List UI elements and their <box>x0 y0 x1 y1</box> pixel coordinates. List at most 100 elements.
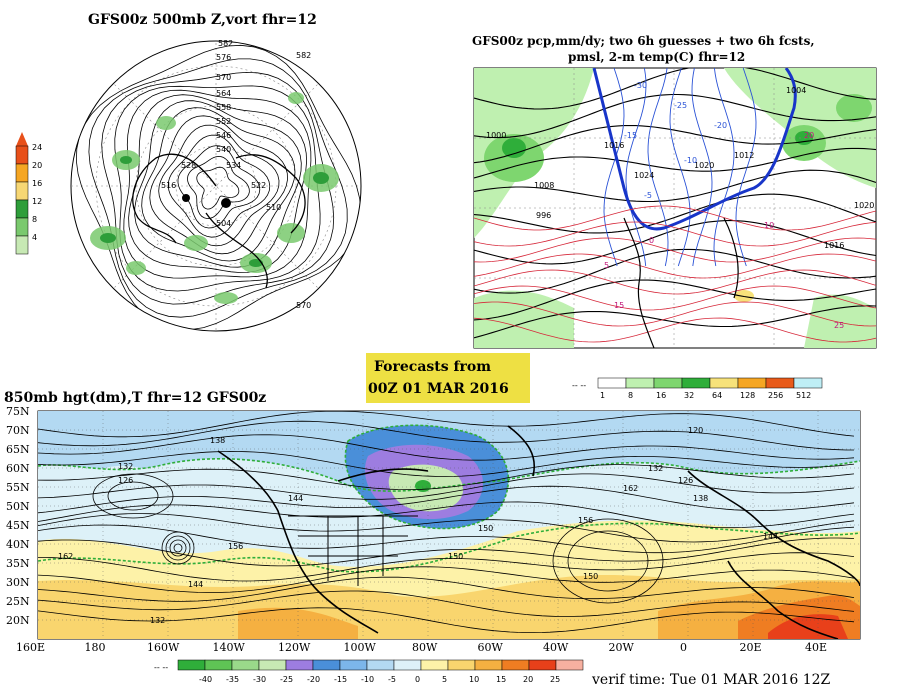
bottom-colorbar-swatch <box>339 659 368 671</box>
bottom-colorbar-swatch <box>393 659 422 671</box>
longitude-label: 20W <box>608 641 634 654</box>
top-right-colorbar-swatch <box>709 377 739 389</box>
temperature-label: -5 <box>644 191 652 200</box>
bottom-colorbar-swatch <box>177 659 206 671</box>
temperature-label: 15 <box>614 301 624 310</box>
contour-label: 516 <box>161 181 176 190</box>
contour-label: 504 <box>216 219 231 228</box>
height-label: 156 <box>228 542 243 551</box>
latitude-label: 35N <box>6 557 30 570</box>
contour-label: 570 <box>296 301 311 310</box>
contour-label: 510 <box>266 203 281 212</box>
contour-label: 522 <box>251 181 266 190</box>
contour-label: 576 <box>216 53 231 62</box>
pressure-label: 1016 <box>604 141 624 150</box>
longitude-label: 140W <box>212 641 245 654</box>
bottom-colorbar-swatch <box>501 659 530 671</box>
bottom-colorbar-tick: -30 <box>253 675 266 684</box>
latitude-label: 25N <box>6 595 30 608</box>
temperature-label: -10 <box>684 156 697 165</box>
height-label: 126 <box>118 476 133 485</box>
svg-text:-- --: -- -- <box>572 381 586 390</box>
pressure-label: 1024 <box>634 171 654 180</box>
top-right-colorbar-tick: 1 <box>600 391 605 400</box>
top-right-title-line2: pmsl, 2-m temp(C) fhr=12 <box>568 50 746 64</box>
height-label: 120 <box>688 426 703 435</box>
top-right-colorbar-swatch <box>597 377 627 389</box>
longitude-label: 80W <box>412 641 438 654</box>
top-right-colorbar-tick: 16 <box>656 391 666 400</box>
pressure-label: 1000 <box>486 131 506 140</box>
latitude-label: 50N <box>6 500 30 513</box>
top-right-colorbar-tick: 64 <box>712 391 722 400</box>
bottom-colorbar-tick: -35 <box>226 675 239 684</box>
top-right-colorbar-tick: 256 <box>768 391 783 400</box>
forecast-box-line2: 00Z 01 MAR 2016 <box>368 381 509 397</box>
polar-500mb-map: 582 576 570 564 558 552 546 540 534 528 522 516 510 5… <box>70 39 362 332</box>
top-left-colorbar-tick: 24 <box>32 143 42 152</box>
height-label: 150 <box>478 524 493 533</box>
contour-label: 564 <box>216 89 231 98</box>
bottom-colorbar-swatch <box>231 659 260 671</box>
top-left-colorbar-tick: 12 <box>32 197 42 206</box>
top-right-colorbar-swatch <box>737 377 767 389</box>
height-label: 150 <box>448 552 463 561</box>
pressure-label: 1020 <box>694 161 714 170</box>
latitude-label: 55N <box>6 481 30 494</box>
svg-text:-- --: -- -- <box>154 663 168 672</box>
top-left-colorbar-swatch <box>15 199 29 219</box>
bottom-colorbar-tick: 10 <box>469 675 479 684</box>
temperature-label: -15 <box>624 131 637 140</box>
latitude-label: 60N <box>6 462 30 475</box>
contour-label: 582 <box>218 39 233 48</box>
top-left-colorbar-swatch <box>15 145 29 165</box>
top-right-colorbar: -- -- 1 8 16 32 64 128 256 512 <box>572 377 823 400</box>
top-left-colorbar-swatch <box>15 181 29 201</box>
pressure-label: 1008 <box>534 181 554 190</box>
top-right-colorbar-tick: 512 <box>796 391 811 400</box>
height-label: 144 <box>288 494 303 503</box>
height-label: 132 <box>118 462 133 471</box>
height-label: 126 <box>678 476 693 485</box>
temperature-label: -25 <box>674 101 687 110</box>
temperature-label: 25 <box>834 321 844 330</box>
bottom-colorbar-swatch <box>312 659 341 671</box>
top-left-colorbar-tick: 8 <box>32 215 37 224</box>
top-left-colorbar-swatch <box>15 235 29 255</box>
latitude-label: 75N <box>6 405 30 418</box>
longitude-label: 40E <box>805 641 828 654</box>
top-left-title: GFS00z 500mb Z,vort fhr=12 <box>88 12 317 28</box>
top-left-colorbar-tick: 4 <box>32 233 37 242</box>
height-label: 156 <box>578 516 593 525</box>
bottom-colorbar-tick: 25 <box>550 675 560 684</box>
contour-label: 582 <box>296 51 311 60</box>
latitude-label: 70N <box>6 424 30 437</box>
top-right-colorbar-tick: 8 <box>628 391 633 400</box>
bottom-title: 850mb hgt(dm),T fhr=12 GFS00z <box>4 390 267 406</box>
height-label: 132 <box>150 616 165 625</box>
bottom-colorbar-swatch <box>528 659 557 671</box>
bottom-colorbar-swatch <box>555 659 584 671</box>
temperature-label: -30 <box>634 81 647 90</box>
contour-label: 558 <box>216 103 231 112</box>
top-right-colorbar-swatch <box>681 377 711 389</box>
top-right-colorbar-swatch <box>765 377 795 389</box>
top-left-colorbar-swatch <box>15 163 29 183</box>
bottom-colorbar-swatch <box>420 659 449 671</box>
latitude-label: 40N <box>6 538 30 551</box>
bottom-colorbar-tick: -15 <box>334 675 347 684</box>
verif-time: verif time: Tue 01 MAR 2016 12Z <box>592 672 831 688</box>
longitude-label: 160E <box>16 641 46 654</box>
temperature-label: -20 <box>714 121 727 130</box>
height-label: 132 <box>648 464 663 473</box>
bottom-colorbar-swatch <box>204 659 233 671</box>
top-right-colorbar-tick: 128 <box>740 391 755 400</box>
longitude-label: 100W <box>343 641 376 654</box>
forecast-box: Forecasts from 00Z 01 MAR 2016 <box>366 353 530 403</box>
bottom-colorbar-tick: -40 <box>199 675 212 684</box>
bottom-colorbar-tick: -5 <box>388 675 396 684</box>
pmsl-temp-map: 100010081016102410201012996100410161020-… <box>473 67 877 349</box>
contour-label: 528 <box>181 161 196 170</box>
top-left-colorbar-swatch <box>15 217 29 237</box>
top-right-colorbar-swatch <box>793 377 823 389</box>
